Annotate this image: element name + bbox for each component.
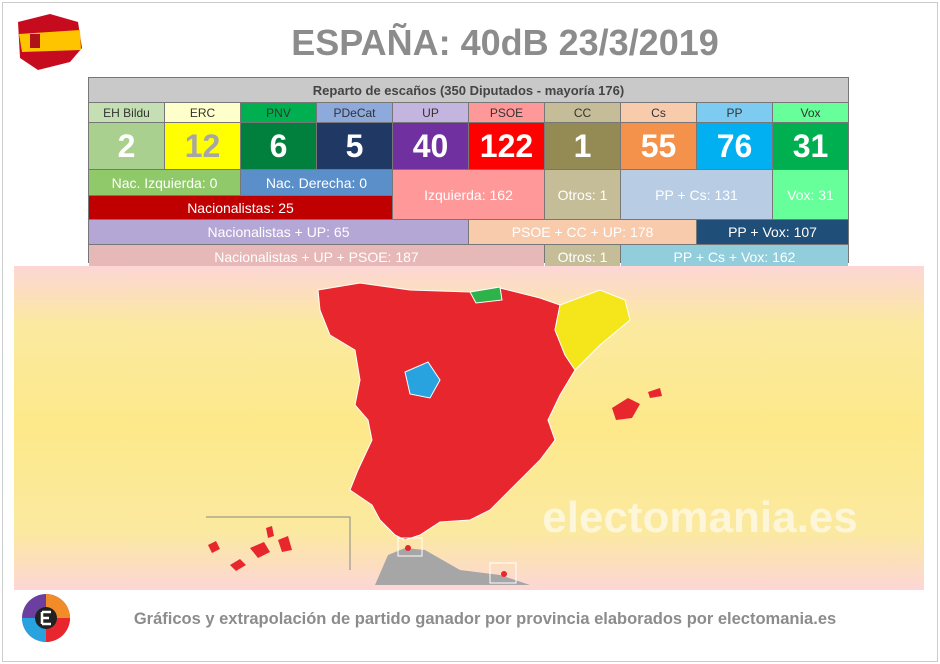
- logo: [22, 594, 70, 642]
- map-balearics: [612, 388, 662, 420]
- map-pp: [404, 361, 441, 399]
- group-cell: Nacionalistas: 25: [89, 196, 392, 219]
- party-name: PNV: [241, 103, 316, 122]
- party-name: PP: [697, 103, 772, 122]
- party-seats: 55: [621, 123, 696, 169]
- canary-box: [206, 516, 351, 570]
- party-name: Cs: [621, 103, 696, 122]
- party-seats: 40: [393, 123, 468, 169]
- ceuta-box: [397, 537, 423, 557]
- title: ESPAÑA: 40dB 23/3/2019: [291, 22, 719, 63]
- party-name: Vox: [773, 103, 848, 122]
- group-cell: Vox: 31: [773, 170, 848, 219]
- map-melilla: [501, 571, 507, 577]
- party-name: CC: [545, 103, 620, 122]
- group-cell: PP + Cs + Vox: 162: [621, 245, 848, 269]
- watermark: electomania.es: [542, 493, 858, 542]
- party-seats: 6: [241, 123, 316, 169]
- party-seats: 31: [773, 123, 848, 169]
- flag-shield: [30, 34, 40, 48]
- logo-e: [40, 610, 51, 626]
- party-seats: 1: [545, 123, 620, 169]
- party-name: EH Bildu: [89, 103, 164, 122]
- party-name: PSOE: [469, 103, 544, 122]
- map-erc: [554, 289, 631, 371]
- group-cell: PP + Vox: 107: [697, 220, 848, 244]
- group-cell: Otros: 1: [545, 245, 620, 269]
- group-cell: Nac. Derecha: 0: [241, 170, 392, 195]
- party-seats: 12: [165, 123, 240, 169]
- footer: Gráficos y extrapolación de partido gana…: [133, 610, 837, 628]
- group-cell: Nacionalistas + UP: 65: [89, 220, 468, 244]
- party-seats: 2: [89, 123, 164, 169]
- melilla-box: [489, 562, 517, 584]
- map-pnv: [469, 286, 503, 304]
- map-africa: [375, 548, 530, 585]
- party-seats: 76: [697, 123, 772, 169]
- map-ceuta: [405, 545, 411, 551]
- party-seats: 5: [317, 123, 392, 169]
- group-cell: PP + Cs: 131: [621, 170, 772, 219]
- group-cell: PSOE + CC + UP: 178: [469, 220, 696, 244]
- group-cell: Nac. Izquierda: 0: [89, 170, 240, 195]
- group-cell: Nacionalistas + UP + PSOE: 187: [89, 245, 544, 269]
- group-cell: Izquierda: 162: [393, 170, 544, 219]
- table-title: Reparto de escaños (350 Diputados - mayo…: [89, 78, 848, 102]
- party-name: ERC: [165, 103, 240, 122]
- group-cell: Otros: 1: [545, 170, 620, 219]
- party-seats: 122: [469, 123, 544, 169]
- party-name: UP: [393, 103, 468, 122]
- map-canaries: [208, 526, 292, 571]
- seat-table: Reparto de escaños (350 Diputados - mayo…: [88, 77, 849, 269]
- map-psoe: [317, 282, 576, 541]
- party-name: PDeCat: [317, 103, 392, 122]
